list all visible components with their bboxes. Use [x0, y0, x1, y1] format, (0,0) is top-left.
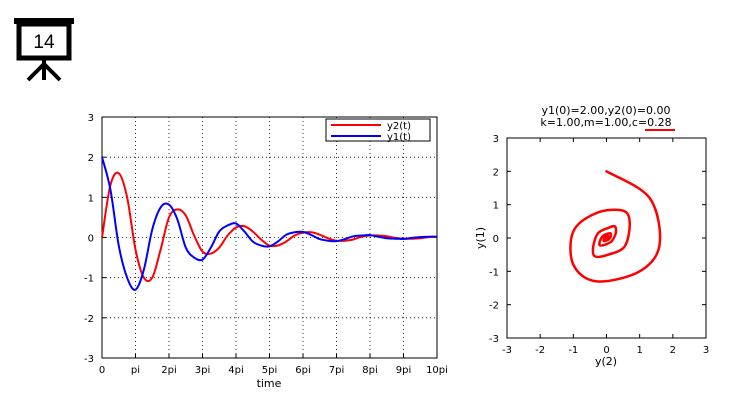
phase-portrait-plot: y1(0)=2.00,y2(0)=0.00 k=1.00,m=1.00,c=0.… — [474, 104, 709, 368]
y-tick-label: -2 — [489, 301, 499, 312]
y-tick-label: -2 — [84, 314, 94, 325]
time-series-plot: 0 pi 2pi 3pi 4pi 5pi 6pi 7pi 8pi 9pi 10pi -3 -2 -1 0 1 2… — [84, 113, 448, 390]
x-tick-label: 9pi — [396, 365, 412, 376]
y-tick-label: -1 — [84, 274, 94, 285]
x-tick-label: 4pi — [228, 365, 244, 376]
legend-box — [325, 118, 431, 142]
x-tick-label: 5pi — [262, 365, 278, 376]
legend: y2(t) y1(t) — [325, 118, 431, 143]
y-tick-label: 0 — [493, 234, 499, 245]
x-tick-label: 6pi — [295, 365, 311, 376]
phase-trajectory — [569, 170, 662, 283]
plot-series — [569, 170, 662, 283]
x-tick-label: 7pi — [329, 365, 345, 376]
x-tick-label: 2 — [670, 345, 676, 356]
x-tick-label: 1 — [636, 345, 642, 356]
x-tick-label: 0 — [99, 365, 105, 376]
legend-label-y2: y2(t) — [387, 121, 411, 132]
slide-number: 14 — [33, 32, 55, 53]
y-tick-label: -3 — [84, 354, 94, 365]
x-axis-label: time — [257, 377, 282, 390]
x-tick-label: 2pi — [161, 365, 177, 376]
y-tick-label: -1 — [489, 267, 499, 278]
axis-ticks: -3 -2 -1 0 1 2 3 -3 -2 -1 0 1 2 3 — [489, 134, 709, 356]
y-tick-label: 3 — [493, 134, 499, 145]
phase-subtitle: k=1.00,m=1.00,c=0.28 — [540, 116, 671, 129]
axis-ticks: 0 pi 2pi 3pi 4pi 5pi 6pi 7pi 8pi 9pi 10pi -3 -2 -1 0 1 2… — [84, 113, 448, 376]
legend-label-y1: y1(t) — [387, 132, 411, 143]
x-tick-label: pi — [131, 365, 140, 376]
x-tick-label: -3 — [502, 345, 512, 356]
presentation-board-icon: 14 — [14, 18, 74, 82]
x-tick-label: -2 — [535, 345, 545, 356]
y-tick-label: 2 — [493, 167, 499, 178]
y-tick-label: 3 — [88, 113, 94, 124]
y-axis-label: y(1) — [474, 227, 487, 249]
plot-series — [101, 156, 438, 291]
x-axis-label: y(2) — [595, 355, 617, 368]
y-tick-label: 0 — [88, 234, 94, 245]
grid-lines — [102, 117, 437, 358]
y-tick-label: -3 — [489, 334, 499, 345]
y-tick-label: 2 — [88, 153, 94, 164]
y-tick-label: 1 — [88, 193, 94, 204]
phase-title: y1(0)=2.00,y2(0)=0.00 — [541, 104, 670, 117]
x-tick-label: 10pi — [426, 365, 448, 376]
y-tick-label: 1 — [493, 201, 499, 212]
x-tick-label: 3pi — [195, 365, 211, 376]
x-tick-label: 3 — [703, 345, 709, 356]
series-line-y1t — [101, 156, 438, 291]
x-tick-label: 8pi — [362, 365, 378, 376]
x-tick-label: -1 — [568, 345, 578, 356]
x-tick-label: 0 — [603, 345, 609, 356]
